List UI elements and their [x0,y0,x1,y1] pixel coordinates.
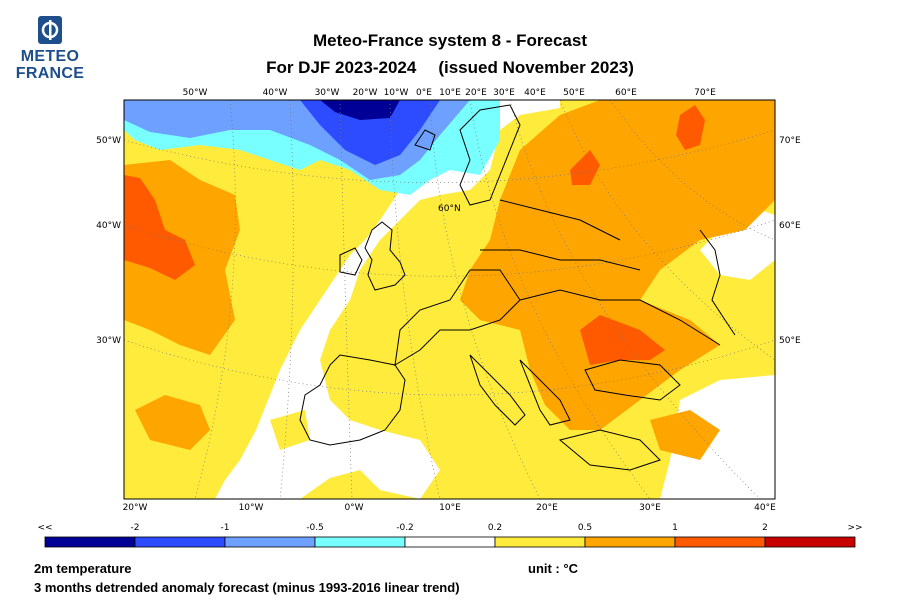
bottom-lon-label: 0°W [344,503,363,513]
legend-tick-label: -0.2 [396,523,414,533]
legend-bin [134,536,226,548]
unit-label: unit : °C [528,561,578,576]
chart-title-line1: Meteo-France system 8 - Forecast [313,31,587,50]
top-lon-label: 70°E [694,88,716,98]
legend-tick-label: 2 [762,523,768,533]
chart-title-line2: For DJF 2023-2024 (issued November 2023) [0,58,900,78]
top-lon-label: 40°E [524,88,546,98]
top-lon-label: 20°E [465,88,487,98]
coastlines [299,104,736,471]
top-lon-label: 0°E [416,88,432,98]
bottom-lon-label: 20°W [123,503,148,513]
legend-bin [314,536,406,548]
top-lon-label: 30°E [493,88,515,98]
bottom-lon-label: 20°E [536,503,558,513]
anomaly-redorange-ukraine [580,315,665,365]
description-label: 3 months detrended anomaly forecast (min… [34,580,460,595]
anomaly-blue [300,100,440,165]
forecast-period: For DJF 2023-2024 [266,58,417,77]
anomaly-orange-black-sea-south [650,410,720,460]
top-lon-label: 60°E [615,88,637,98]
legend-tick-label: -2 [131,523,140,533]
legend-tick-label: 1 [672,523,678,533]
left-lon-label: 30°W [96,336,121,346]
bottom-lon-label: 10°W [239,503,264,513]
legend-bin [494,536,586,548]
graticule [124,100,775,499]
top-lon-label: 40°W [263,88,288,98]
left-lon-label: 40°W [96,221,121,231]
anomaly-orange-southwest [135,395,210,450]
legend-bin [224,536,316,548]
top-lon-label: 20°W [353,88,378,98]
anomaly-yellow-patch-1 [255,260,305,315]
legend-tick-label: 0.5 [578,523,592,533]
legend-tick-label: -0.5 [306,523,324,533]
right-lon-label: 60°E [779,221,801,231]
legend-tick-label: >> [847,523,862,533]
right-lon-label: 50°E [779,336,801,346]
legend-bin [674,536,766,548]
top-lon-label: 50°W [183,88,208,98]
anomaly-white-east [700,210,775,280]
variable-label: 2m temperature [34,561,132,576]
anomaly-redorange-siberia [676,105,705,150]
left-lon-label: 50°W [96,136,121,146]
anomaly-orange-east [460,100,775,430]
anomaly-white-atlantic [124,100,560,499]
legend-tick-label: -1 [221,523,230,533]
legend-tick-label: 0.2 [488,523,502,533]
top-lon-label: 10°W [384,88,409,98]
bottom-lon-label: 40°E [754,503,776,513]
lat-label-60n: 60°N [438,204,461,214]
map-frame [123,99,776,500]
issue-date: (issued November 2023) [438,58,634,77]
anomaly-white-southeast [660,375,775,499]
logo-text-france: FRANCE [15,65,85,82]
legend-bin [764,536,856,548]
legend-bin [44,536,136,548]
meteo-france-logo: METEO FRANCE [14,14,86,82]
meteo-france-emblem-icon [38,16,62,44]
bottom-lon-label: 10°E [439,503,461,513]
anomaly-redorange-east-scandinavia [570,150,600,185]
top-lon-label: 30°W [315,88,340,98]
legend-bin [584,536,676,548]
colorbar-legend: << -2 -1 -0.5 -0.2 0.2 0.5 1 2 >> [37,523,863,548]
right-lon-label: 70°E [779,136,801,146]
bottom-lon-label: 30°E [639,503,661,513]
anomaly-redorange-west [124,175,195,280]
logo-text-meteo: METEO [20,48,80,65]
legend-tick-label: << [37,523,52,533]
top-lon-label: 10°E [439,88,461,98]
top-lon-label: 50°E [563,88,585,98]
legend-bin [404,536,496,548]
